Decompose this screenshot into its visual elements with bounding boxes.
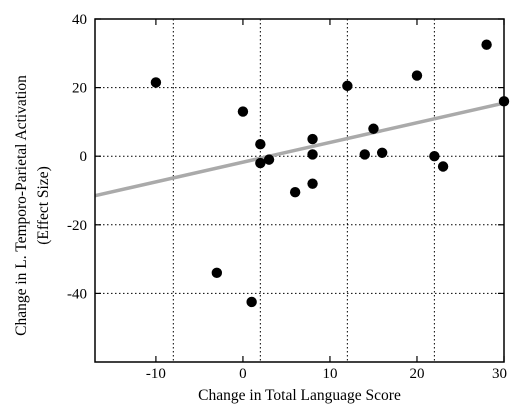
data-point (150, 77, 162, 88)
data-point (255, 157, 266, 169)
data-point (437, 161, 449, 172)
y-axis-label: Change in L. Temporo-Parietal Activation… (13, 75, 52, 336)
x-tick-label: -10 (146, 366, 166, 382)
fit-line-group (94, 101, 505, 198)
y-tick-label: -40 (67, 286, 87, 302)
y-axis-label-line-2: (Effect Size) (35, 166, 52, 244)
data-point (237, 106, 249, 117)
y-tick-label: 40 (72, 12, 87, 28)
fit-line (94, 101, 505, 198)
data-point (263, 154, 275, 165)
tick-labels: -10 0 10 20 30 -40 -20 0 20 40 (67, 12, 507, 382)
data-point (307, 178, 318, 189)
data-point (211, 267, 223, 279)
data-point (246, 296, 257, 308)
y-tick-label: -20 (67, 218, 87, 234)
x-tick-label: 10 (322, 366, 337, 382)
x-axis-label: Change in Total Language Score (198, 387, 401, 404)
axis-ticks (95, 18, 505, 362)
data-point (481, 39, 492, 50)
data-point (255, 138, 266, 150)
y-axis-label-line-1: Change in L. Temporo-Parietal Activation (13, 75, 30, 336)
y-tick-label: 0 (80, 149, 88, 165)
x-tick-label: 20 (409, 366, 424, 382)
data-point (289, 187, 301, 198)
data-point (307, 149, 318, 160)
data-point (359, 149, 370, 160)
data-point (307, 133, 318, 145)
data-point (411, 70, 423, 81)
y-tick-label: 20 (72, 81, 87, 97)
x-tick-label: 0 (239, 366, 247, 382)
data-point (368, 123, 379, 134)
x-tick-label: 30 (492, 366, 507, 382)
plot-frame (94, 18, 505, 363)
data-point (376, 147, 388, 158)
data-point (342, 80, 353, 92)
data-points (150, 39, 510, 308)
data-point (429, 151, 440, 162)
